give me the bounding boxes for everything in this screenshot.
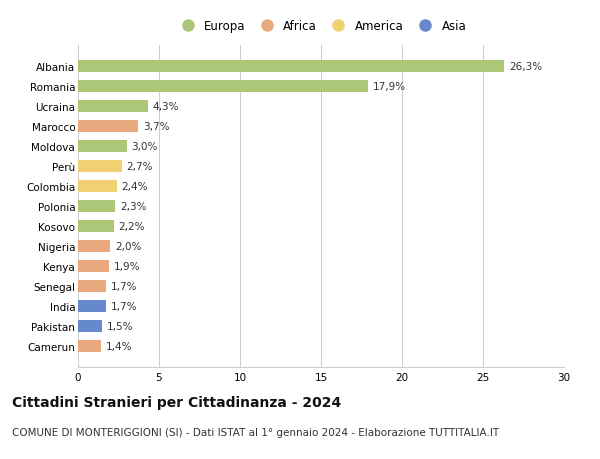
Text: 3,7%: 3,7% <box>143 122 169 132</box>
Bar <box>78 301 106 313</box>
Text: 1,7%: 1,7% <box>110 281 137 291</box>
Bar <box>78 180 117 192</box>
Bar <box>78 261 109 273</box>
Bar <box>78 320 102 333</box>
Text: 1,7%: 1,7% <box>110 302 137 312</box>
Text: 17,9%: 17,9% <box>373 82 406 91</box>
Bar <box>78 161 122 173</box>
Bar <box>78 61 504 73</box>
Text: 2,2%: 2,2% <box>119 222 145 231</box>
Bar <box>78 280 106 292</box>
Bar <box>78 241 110 252</box>
Text: 26,3%: 26,3% <box>509 62 542 72</box>
Text: 1,5%: 1,5% <box>107 322 134 331</box>
Text: 2,3%: 2,3% <box>120 202 146 212</box>
Text: 2,7%: 2,7% <box>127 162 153 172</box>
Text: 2,4%: 2,4% <box>122 182 148 191</box>
Legend: Europa, Africa, America, Asia: Europa, Africa, America, Asia <box>176 20 466 33</box>
Bar <box>78 221 113 233</box>
Bar <box>78 201 115 213</box>
Bar <box>78 341 101 353</box>
Text: 4,3%: 4,3% <box>152 101 179 112</box>
Bar <box>78 101 148 112</box>
Bar <box>78 140 127 152</box>
Bar <box>78 121 138 133</box>
Text: Cittadini Stranieri per Cittadinanza - 2024: Cittadini Stranieri per Cittadinanza - 2… <box>12 395 341 409</box>
Text: COMUNE DI MONTERIGGIONI (SI) - Dati ISTAT al 1° gennaio 2024 - Elaborazione TUTT: COMUNE DI MONTERIGGIONI (SI) - Dati ISTA… <box>12 427 499 437</box>
Text: 2,0%: 2,0% <box>115 241 142 252</box>
Text: 1,4%: 1,4% <box>106 341 132 352</box>
Text: 1,9%: 1,9% <box>113 262 140 272</box>
Text: 3,0%: 3,0% <box>131 141 158 151</box>
Bar <box>78 80 368 93</box>
